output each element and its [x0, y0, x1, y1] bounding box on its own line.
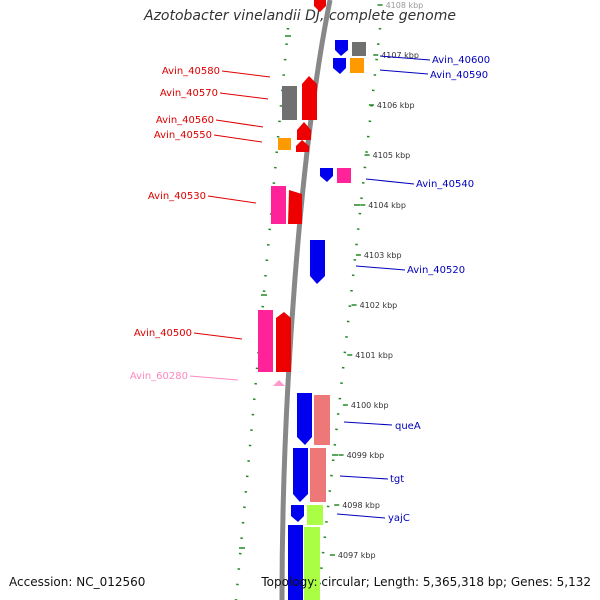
right-leaders — [336, 55, 431, 519]
leader-avin-60280 — [189, 375, 239, 381]
gene-bottom-reverse[interactable] — [288, 525, 303, 600]
label-quea[interactable]: queA — [395, 421, 421, 432]
scale-tick-label: 4106 kbp — [377, 101, 415, 110]
gene-avin-40560[interactable] — [297, 122, 311, 140]
scale-tick-label: 4105 kbp — [373, 151, 411, 160]
label-avin-40500[interactable]: Avin_40500 — [134, 328, 192, 339]
gene-avin-40500b[interactable] — [276, 312, 291, 372]
label-avin-40590[interactable]: Avin_40590 — [430, 70, 488, 81]
gene-avin-40590-b[interactable] — [350, 58, 364, 73]
scale-tick-label: 4100 kbp — [351, 401, 389, 410]
gene-avin-40530a[interactable] — [271, 186, 286, 224]
gene-avin-60280[interactable] — [273, 380, 285, 386]
forward-genes — [258, 0, 330, 600]
label-avin-40600[interactable]: Avin_40600 — [432, 55, 490, 66]
gene-avin-40550a[interactable] — [278, 138, 291, 150]
left-leaders — [193, 70, 271, 340]
label-avin-60280[interactable]: Avin_60280 — [130, 371, 188, 382]
scale-tick-label: 4099 kbp — [347, 451, 385, 460]
genome-backbone — [279, 0, 333, 600]
gene-tgt[interactable] — [293, 448, 308, 502]
label-yajc[interactable]: yajC — [388, 513, 410, 524]
label-avin-40560[interactable]: Avin_40560 — [156, 115, 214, 126]
label-avin-40550[interactable]: Avin_40550 — [154, 130, 212, 141]
gene-avin-40540-b[interactable] — [337, 168, 351, 183]
gene-quea[interactable] — [297, 393, 312, 445]
scale-tick-label: 4097 kbp — [338, 551, 376, 560]
gene-avin-40540[interactable] — [320, 168, 333, 182]
scale-tick-label: 4098 kbp — [342, 501, 380, 510]
gene-avin-40570[interactable] — [282, 86, 297, 120]
gene-top-fragment[interactable] — [314, 0, 326, 12]
scale-ticks: 4108 kbp 4107 kbp 4106 kbp 4105 kbp 4104 kbp… — [329, 1, 424, 560]
label-avin-40580[interactable]: Avin_40580 — [162, 66, 220, 77]
gene-avin-40600-b[interactable] — [352, 42, 366, 56]
right-gene-labels: Avin_40600 Avin_40590 Avin_40540 Avin_40… — [388, 55, 490, 524]
outer-guides-ticks — [239, 35, 360, 549]
label-avin-40540[interactable]: Avin_40540 — [416, 179, 474, 190]
gene-avin-40530b[interactable] — [288, 190, 302, 224]
gene-avin-40500a[interactable] — [258, 310, 273, 372]
right-guide-inner — [316, 27, 382, 600]
gene-avin-40600[interactable] — [335, 40, 348, 56]
label-tgt[interactable]: tgt — [390, 474, 404, 485]
gene-yajc-pair[interactable] — [307, 505, 323, 525]
topology-label: Topology: circular; Length: 5,365,318 bp… — [261, 575, 591, 589]
gene-avin-40590[interactable] — [333, 58, 346, 74]
reverse-genes — [288, 40, 366, 600]
gene-avin-40520[interactable] — [310, 240, 325, 284]
map-title: Azotobacter vinelandii DJ, complete geno… — [144, 8, 456, 24]
scale-tick-label: 4103 kbp — [364, 251, 402, 260]
gene-tgt-pair[interactable] — [310, 448, 326, 502]
gene-avin-40550b[interactable] — [296, 140, 309, 152]
label-avin-40520[interactable]: Avin_40520 — [407, 265, 465, 276]
accession-label: Accession: NC_012560 — [9, 575, 146, 589]
gene-quea-pair[interactable] — [314, 395, 330, 445]
label-avin-40530[interactable]: Avin_40530 — [148, 191, 206, 202]
gene-avin-40580[interactable] — [302, 76, 317, 120]
scale-tick-label: 4101 kbp — [355, 351, 393, 360]
gene-yajc[interactable] — [291, 505, 304, 522]
scale-tick-label: 4108 kbp — [386, 1, 424, 10]
scale-tick-label: 4104 kbp — [368, 201, 406, 210]
label-avin-40570[interactable]: Avin_40570 — [160, 88, 218, 99]
left-gene-labels: Avin_40580 Avin_40570 Avin_40560 Avin_40… — [130, 66, 220, 382]
scale-tick-label: 4107 kbp — [381, 51, 419, 60]
scale-tick-label: 4102 kbp — [360, 301, 398, 310]
gene-bottom-pair[interactable] — [304, 527, 320, 600]
